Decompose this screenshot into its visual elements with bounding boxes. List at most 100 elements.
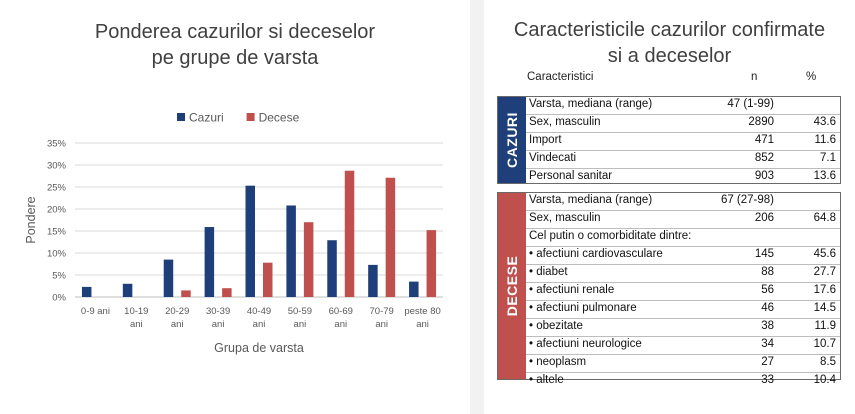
row-label: Vindecati bbox=[529, 152, 577, 164]
legend-label: Cazuri bbox=[189, 111, 224, 125]
row-percent: 27.7 bbox=[813, 266, 836, 278]
header-percent: % bbox=[806, 71, 817, 83]
row-label: Sex, masculin bbox=[529, 212, 601, 224]
table-row: Sex, masculin 206 64.8 bbox=[526, 211, 840, 229]
bar-decese bbox=[303, 222, 314, 297]
row-percent: 7.1 bbox=[820, 152, 836, 164]
row-percent: 11.6 bbox=[814, 134, 836, 146]
row-n: 471 bbox=[754, 134, 774, 146]
table-row: Personal sanitar 903 13.6 bbox=[526, 169, 840, 186]
row-n: 67 (27-98) bbox=[720, 194, 774, 206]
row-n: 2890 bbox=[748, 116, 774, 128]
table-row: • afectiuni renale 56 17.6 bbox=[526, 283, 840, 301]
x-tick-label: 70-79 bbox=[370, 306, 394, 317]
chart-panel: Ponderea cazurilor si deceselor pe grupe… bbox=[0, 0, 470, 414]
legend-swatch bbox=[246, 113, 255, 121]
table-title-line-2: si a deceselor bbox=[607, 45, 732, 67]
decese-label-text: DECESE bbox=[504, 255, 520, 317]
table-row: Varsta, mediana (range) 47 (1-99) bbox=[526, 97, 840, 115]
bar-cazuri bbox=[327, 240, 337, 297]
x-tick-label: ani bbox=[171, 319, 184, 330]
table-row: Sex, masculin 2890 43.6 bbox=[526, 115, 840, 133]
bar-decese bbox=[222, 288, 232, 297]
bar-decese bbox=[426, 230, 437, 297]
bar-cazuri bbox=[122, 283, 133, 297]
x-tick-label: ani bbox=[334, 319, 347, 330]
row-n: 47 (1-99) bbox=[727, 98, 774, 110]
x-tick-label: peste 80 bbox=[404, 306, 440, 317]
row-label: Varsta, mediana (range) bbox=[529, 98, 653, 110]
bar-cazuri bbox=[204, 227, 215, 297]
row-label: Import bbox=[529, 134, 562, 146]
row-label: Sex, masculin bbox=[529, 116, 601, 128]
row-label: • altele bbox=[529, 374, 564, 386]
bar-cazuri bbox=[368, 264, 378, 297]
table-row: • obezitate 38 11.9 bbox=[526, 319, 840, 337]
y-tick-label: 25% bbox=[47, 183, 67, 194]
x-tick-label: 0-9 ani bbox=[81, 306, 110, 317]
table-row: • afectiuni neurologice 34 10.7 bbox=[526, 337, 840, 355]
cazuri-section: CAZURI Varsta, mediana (range) 47 (1-99) S… bbox=[497, 96, 841, 184]
row-label: • diabet bbox=[529, 266, 568, 278]
table-row: • altele 33 10.4 bbox=[526, 373, 840, 390]
row-percent: 64.8 bbox=[813, 212, 836, 224]
row-label: • afectiuni pulmonare bbox=[529, 302, 637, 314]
row-n: 852 bbox=[754, 152, 774, 164]
bar-decese bbox=[263, 262, 273, 297]
row-n: 56 bbox=[761, 284, 774, 296]
x-tick-label: ani bbox=[375, 319, 388, 330]
table-row: • diabet 88 27.7 bbox=[526, 265, 840, 283]
row-percent: 14.5 bbox=[813, 302, 836, 314]
bar-cazuri bbox=[81, 286, 92, 297]
y-tick-label: 10% bbox=[47, 249, 67, 260]
bar-cazuri bbox=[163, 259, 174, 297]
legend-swatch bbox=[177, 113, 185, 121]
y-tick-label: 5% bbox=[52, 271, 66, 282]
table-row: Vindecati 852 7.1 bbox=[526, 151, 840, 169]
row-percent: 45.6 bbox=[813, 248, 836, 260]
bar-cazuri bbox=[245, 185, 255, 297]
bar-decese bbox=[181, 290, 191, 297]
row-n: 903 bbox=[754, 170, 774, 182]
chart-title-line-1: Ponderea cazurilor si deceselor bbox=[94, 21, 376, 43]
header-n: n bbox=[751, 71, 758, 83]
x-tick-label: ani bbox=[416, 319, 429, 330]
row-label: Cel putin o comorbiditate dintre: bbox=[529, 230, 692, 242]
decese-label: DECESE bbox=[498, 193, 526, 379]
table-panel: Caracteristicile cazurilor confirmate si… bbox=[484, 0, 855, 414]
bar-chart: 0% 5% 10% 15% 20% 25% 30% 35% 0-9 ani 10-19 ani 20-… bbox=[24, 111, 443, 355]
x-tick-label: 30-39 bbox=[206, 306, 230, 317]
y-tick-label: 30% bbox=[47, 161, 67, 172]
row-n: 46 bbox=[761, 302, 774, 314]
row-label: • afectiuni neurologice bbox=[529, 338, 642, 350]
row-label: • neoplasm bbox=[529, 356, 587, 368]
legend-label: Decese bbox=[259, 111, 300, 125]
row-n: 27 bbox=[761, 356, 774, 368]
row-label: • obezitate bbox=[529, 320, 583, 332]
x-tick-label: ani bbox=[294, 319, 307, 330]
row-n: 206 bbox=[754, 212, 774, 224]
bar-cazuri bbox=[286, 205, 296, 297]
row-label: • afectiuni renale bbox=[529, 284, 615, 296]
row-label: Varsta, mediana (range) bbox=[529, 194, 653, 206]
row-n: 33 bbox=[761, 374, 774, 386]
cazuri-rows: Varsta, mediana (range) 47 (1-99) Sex, mas… bbox=[526, 97, 840, 183]
x-tick-label: ani bbox=[130, 319, 143, 330]
chart-title: Ponderea cazurilor si deceselor pe grupe… bbox=[0, 19, 470, 71]
row-n: 145 bbox=[754, 248, 774, 260]
row-percent: 17.6 bbox=[813, 284, 836, 296]
y-tick-label: 0% bbox=[52, 293, 66, 304]
row-percent: 11.9 bbox=[814, 320, 836, 332]
bar-decese bbox=[344, 170, 355, 297]
table-row: • neoplasm 27 8.5 bbox=[526, 355, 840, 373]
header-characteristics: Caracteristici bbox=[527, 71, 594, 83]
x-axis-title: Grupa de varsta bbox=[214, 341, 304, 355]
row-n: 34 bbox=[761, 338, 774, 350]
x-tick-label: 10-19 bbox=[124, 306, 148, 317]
row-label: • afectiuni cardiovasculare bbox=[529, 248, 663, 260]
row-percent: 13.6 bbox=[813, 170, 836, 182]
y-tick-label: 20% bbox=[47, 205, 67, 216]
row-n: 38 bbox=[761, 320, 774, 332]
table-row: Cel putin o comorbiditate dintre: bbox=[526, 229, 840, 247]
table-row: • afectiuni pulmonare 46 14.5 bbox=[526, 301, 840, 319]
